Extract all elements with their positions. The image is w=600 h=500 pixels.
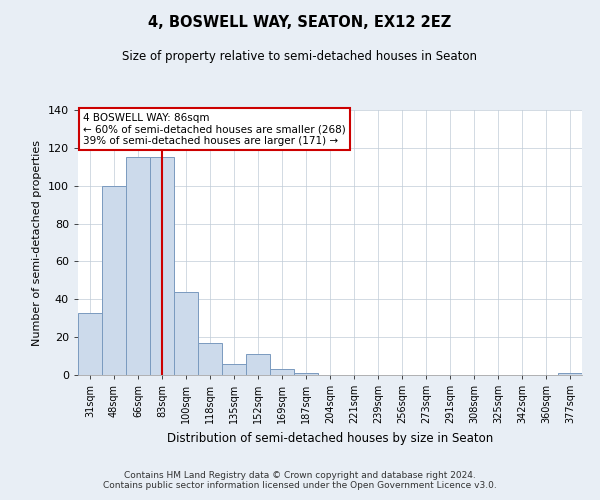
Bar	[102, 186, 126, 375]
Text: Contains HM Land Registry data © Crown copyright and database right 2024.
Contai: Contains HM Land Registry data © Crown c…	[103, 470, 497, 490]
Text: 4, BOSWELL WAY, SEATON, EX12 2EZ: 4, BOSWELL WAY, SEATON, EX12 2EZ	[148, 15, 452, 30]
Text: Size of property relative to semi-detached houses in Seaton: Size of property relative to semi-detach…	[122, 50, 478, 63]
Bar	[294, 373, 318, 375]
Bar	[126, 158, 150, 375]
Bar	[558, 373, 582, 375]
Bar	[150, 158, 174, 375]
X-axis label: Distribution of semi-detached houses by size in Seaton: Distribution of semi-detached houses by …	[167, 432, 493, 444]
Bar	[78, 312, 102, 375]
Bar	[222, 364, 246, 375]
Bar	[174, 292, 198, 375]
Bar	[246, 354, 270, 375]
Text: 4 BOSWELL WAY: 86sqm
← 60% of semi-detached houses are smaller (268)
39% of semi: 4 BOSWELL WAY: 86sqm ← 60% of semi-detac…	[83, 112, 346, 146]
Y-axis label: Number of semi-detached properties: Number of semi-detached properties	[32, 140, 42, 346]
Bar	[270, 370, 294, 375]
Bar	[198, 343, 222, 375]
